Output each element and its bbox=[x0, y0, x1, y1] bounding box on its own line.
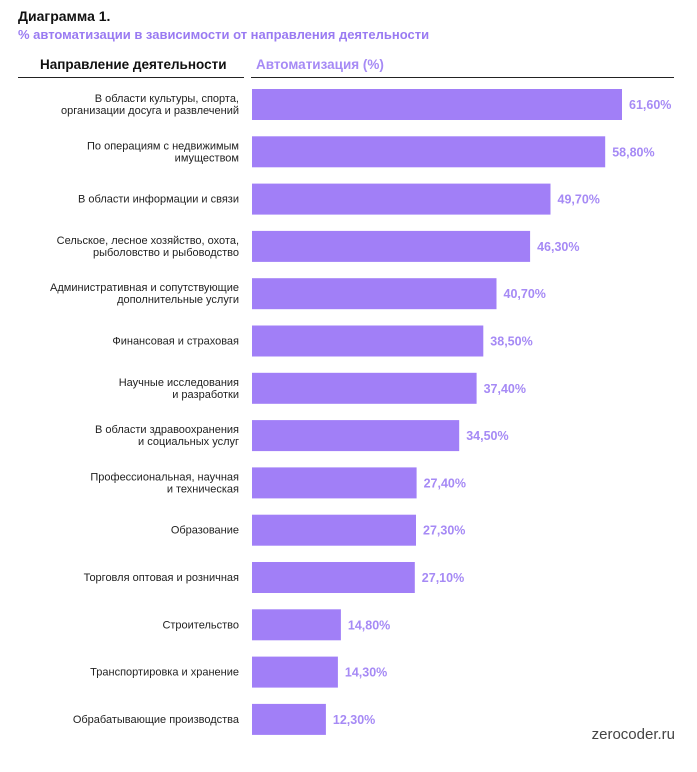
bar bbox=[252, 562, 415, 593]
value-label: 49,70% bbox=[558, 193, 600, 207]
category-label: и техническая bbox=[167, 483, 239, 495]
bar bbox=[252, 325, 484, 357]
category-label: организации досуга и развлечений bbox=[61, 105, 239, 117]
value-label: 27,10% bbox=[422, 571, 464, 585]
value-label: 61,60% bbox=[629, 98, 671, 112]
chart-title: Диаграмма 1. bbox=[18, 8, 111, 24]
value-label: 37,40% bbox=[484, 382, 526, 396]
value-label: 58,80% bbox=[612, 145, 654, 159]
value-label: 34,50% bbox=[466, 429, 508, 443]
category-label: имуществом bbox=[175, 152, 239, 164]
category-label: и социальных услуг bbox=[138, 436, 239, 448]
category-label: Образование bbox=[171, 525, 239, 537]
category-label: Административная и сопутствующие bbox=[50, 282, 239, 294]
bar bbox=[252, 467, 417, 499]
value-label: 27,40% bbox=[424, 476, 466, 490]
category-label: рыболовство и рыбоводство bbox=[93, 247, 239, 259]
bar bbox=[252, 89, 622, 120]
bar bbox=[252, 372, 477, 404]
watermark: zerocoder.ru bbox=[591, 726, 675, 743]
value-label: 46,30% bbox=[537, 240, 579, 254]
header-divider-gap bbox=[244, 76, 251, 79]
category-label: Торговля оптовая и розничная bbox=[84, 572, 239, 584]
value-label: 38,50% bbox=[490, 335, 532, 349]
category-label: По операциям с недвижимым bbox=[87, 140, 239, 152]
value-label: 14,30% bbox=[345, 666, 387, 680]
category-label: Профессиональная, научная bbox=[90, 471, 239, 483]
value-label: 12,30% bbox=[333, 713, 375, 727]
bar bbox=[252, 230, 531, 262]
category-label: В области здравоохранения bbox=[95, 424, 239, 436]
category-label: Обрабатывающие производства bbox=[73, 714, 240, 726]
bar bbox=[252, 656, 338, 688]
category-label: Строительство bbox=[162, 619, 239, 631]
bar bbox=[252, 183, 551, 215]
bar bbox=[252, 420, 460, 452]
header-divider bbox=[18, 77, 674, 78]
category-label: Транспортировка и хранение bbox=[90, 667, 239, 679]
bar bbox=[252, 703, 326, 735]
value-label: 14,80% bbox=[348, 618, 390, 632]
category-label: Научные исследования bbox=[119, 377, 239, 389]
column-header-direction: Направление деятельности bbox=[40, 57, 227, 72]
bar bbox=[252, 609, 341, 641]
bar bbox=[252, 514, 416, 546]
category-label: Сельское, лесное хозяйство, охота, bbox=[57, 235, 239, 247]
value-label: 27,30% bbox=[423, 524, 465, 538]
bar bbox=[252, 136, 606, 168]
column-header-automation: Автоматизация (%) bbox=[256, 57, 384, 72]
bar bbox=[252, 278, 497, 310]
category-label: Финансовая и страховая bbox=[112, 336, 239, 348]
category-label: и разработки bbox=[172, 389, 239, 401]
category-label: В области культуры, спорта, bbox=[95, 93, 239, 105]
category-label: дополнительные услуги bbox=[117, 294, 239, 306]
value-label: 40,70% bbox=[504, 287, 546, 301]
chart-subtitle: % автоматизации в зависимости от направл… bbox=[18, 27, 430, 42]
category-label: В области информации и связи bbox=[78, 194, 239, 206]
